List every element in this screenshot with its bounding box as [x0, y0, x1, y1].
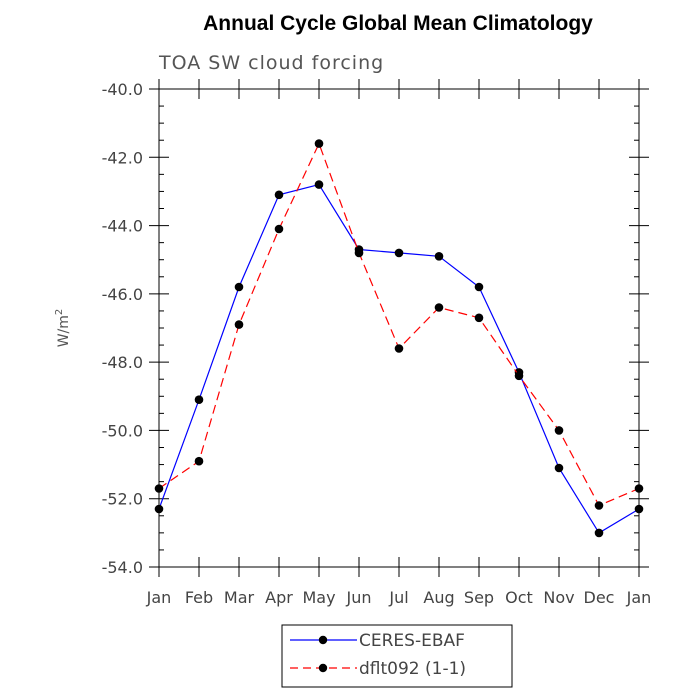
y-tick-label: -50.0	[102, 421, 143, 440]
x-tick-label: Sep	[464, 588, 494, 607]
series-0-point	[154, 504, 164, 514]
y-tick-label: -44.0	[102, 217, 143, 236]
legend-label-model: dflt092 (1-1)	[359, 659, 466, 679]
x-tick-label: Jun	[346, 588, 372, 607]
series-0-point	[194, 395, 204, 405]
series-1-point	[554, 426, 564, 435]
chart-title: Annual Cycle Global Mean Climatology	[203, 12, 593, 35]
x-tick-label: May	[302, 588, 335, 607]
series-line-1	[158, 142, 640, 507]
y-tick-label: -54.0	[102, 558, 143, 577]
series-1-point	[394, 344, 404, 353]
series-0-point	[234, 282, 244, 292]
legend-marker-ceres	[318, 635, 328, 645]
y-tick-labels: -40.0 -42.0 -44.0 -46.0 -48.0 -50.0 -52.0 -54.0	[102, 80, 143, 577]
y-tick-label: -52.0	[102, 490, 143, 509]
x-tick-label: Apr	[265, 588, 293, 607]
y-tick-label: -46.0	[102, 285, 143, 304]
series-1-point	[434, 303, 444, 312]
series-0-point	[594, 528, 604, 538]
series-1-point	[274, 224, 284, 234]
series-1-point	[634, 484, 644, 493]
y-tick-label: -40.0	[102, 80, 143, 99]
x-tick-label: Oct	[505, 588, 533, 607]
x-tick-label: Jan	[626, 588, 652, 607]
legend-label-ceres: CERES-EBAF	[359, 631, 465, 651]
series-1-point	[354, 248, 364, 258]
plot-frame	[158, 88, 640, 568]
series-0-point	[434, 251, 444, 261]
series-1-point	[194, 456, 204, 466]
series-1-point	[314, 139, 324, 148]
series-1-point	[154, 484, 164, 493]
x-tick-labels: Jan Feb Mar Apr May Jun Jul Aug Sep Oct Nov Dec Jan	[146, 588, 652, 607]
legend-marker-model	[318, 663, 328, 673]
series-0-point	[394, 248, 404, 258]
x-tick-label: Jan	[146, 588, 172, 607]
series-0-point	[634, 504, 644, 514]
y-axis-label-text: W/m	[56, 315, 72, 347]
y-axis-label: W/m2	[54, 309, 72, 348]
y-tick-label: -48.0	[102, 353, 143, 372]
series-0-point	[314, 180, 324, 189]
x-tick-label: Feb	[185, 588, 213, 607]
series-layer	[154, 139, 644, 538]
series-line-0	[158, 183, 640, 534]
x-tick-label: Nov	[543, 588, 574, 607]
series-0-point	[474, 282, 484, 292]
series-1-point	[514, 371, 524, 381]
legend-box	[281, 624, 513, 688]
series-1-point	[474, 313, 484, 323]
x-tick-label: Aug	[423, 588, 454, 607]
series-0-point	[554, 463, 564, 473]
legend: CERES-EBAF dflt092 (1-1)	[281, 624, 513, 688]
axis-ticks	[149, 79, 649, 577]
x-tick-label: Mar	[224, 588, 255, 607]
chart-subtitle: TOA SW cloud forcing	[158, 52, 384, 74]
y-axis-label-superscript: 2	[54, 309, 65, 315]
x-tick-label: Dec	[584, 588, 615, 607]
series-1-point	[594, 501, 604, 510]
series-0-point	[274, 190, 284, 200]
y-tick-label: -42.0	[102, 148, 143, 167]
x-tick-label: Jul	[388, 588, 408, 607]
series-1-point	[234, 320, 244, 329]
